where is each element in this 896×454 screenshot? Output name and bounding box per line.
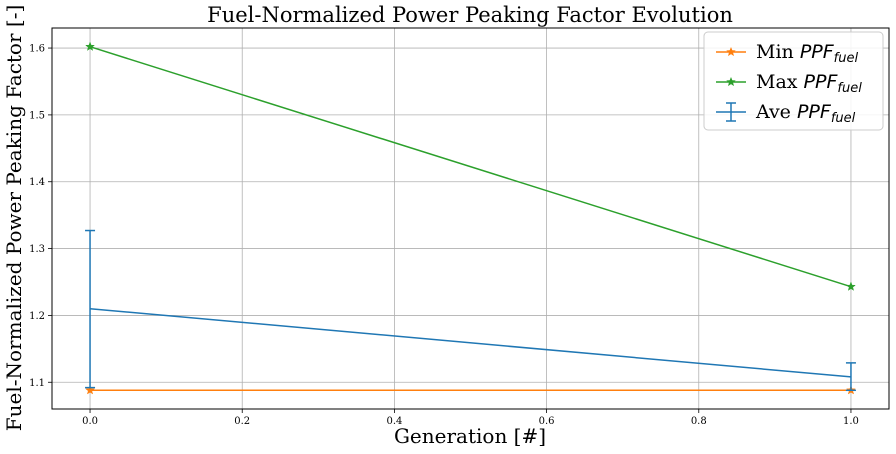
legend-marker — [726, 46, 736, 57]
legend-box — [703, 31, 884, 131]
legend-marker — [726, 76, 736, 87]
data-point — [845, 281, 856, 291]
x-tick-label: 0.2 — [234, 416, 250, 427]
data-point — [85, 385, 96, 395]
y-tick-label: 1.5 — [29, 110, 45, 121]
legend-label: Ave PPFfuel — [755, 101, 856, 126]
y-tick-label: 1.2 — [29, 311, 45, 322]
y-tick-label: 1.4 — [29, 177, 45, 188]
chart-title: Fuel-Normalized Power Peaking Factor Evo… — [207, 3, 733, 27]
x-tick-label: 0.4 — [386, 416, 402, 427]
x-tick-label: 0.0 — [82, 416, 98, 427]
y-tick-label: 1.3 — [29, 244, 45, 255]
series-max — [85, 41, 856, 291]
legend-entry-ave: Ave PPFfuel — [716, 101, 856, 126]
y-tick-label: 1.6 — [29, 44, 45, 55]
data-point — [85, 41, 96, 51]
series-min — [85, 385, 856, 395]
series-line — [89, 46, 852, 288]
series-ave — [85, 229, 856, 392]
x-axis-ticks: 0.0 0.2 0.4 0.6 0.8 1.0 — [82, 409, 859, 427]
x-tick-label: 0.6 — [539, 416, 555, 427]
legend-entry-max: Max PPFfuel — [716, 71, 862, 96]
y-axis-ticks: 1.1 1.2 1.3 1.4 1.5 1.6 — [29, 44, 52, 389]
plot-area — [85, 41, 856, 395]
x-tick-label: 0.8 — [691, 416, 707, 427]
x-axis-label: Generation [#] — [394, 424, 546, 448]
y-axis-label: Fuel-Normalized Power Peaking Factor [-] — [2, 5, 26, 432]
legend-label: Max PPFfuel — [756, 71, 862, 96]
legend: Min PPFfuel Max PPFfuel Ave PPFfuel — [703, 31, 884, 131]
x-tick-label: 1.0 — [843, 416, 859, 427]
legend-entry-min: Min PPFfuel — [716, 41, 858, 66]
series-line — [89, 307, 852, 378]
y-tick-label: 1.1 — [29, 378, 45, 389]
axes-frame — [51, 27, 890, 410]
legend-label: Min PPFfuel — [756, 41, 858, 66]
